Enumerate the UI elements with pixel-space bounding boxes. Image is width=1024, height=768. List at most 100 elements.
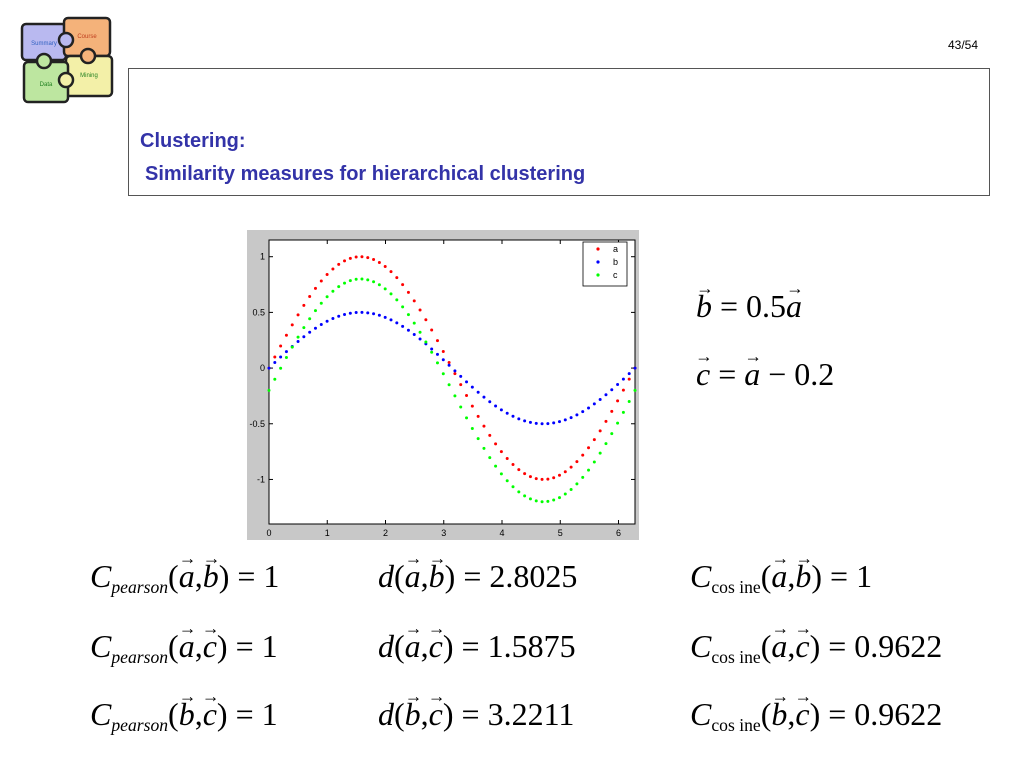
data-point-a xyxy=(395,276,399,280)
vector-symbol: c xyxy=(429,698,443,730)
data-point-a xyxy=(505,457,509,461)
vector-symbol: a xyxy=(179,560,195,592)
legend-marker-b xyxy=(596,260,600,264)
x-tick-label: 6 xyxy=(616,528,621,538)
data-point-c xyxy=(383,287,387,291)
course-logo: Summary Course Mining Data xyxy=(20,16,114,104)
data-point-c xyxy=(459,405,463,409)
vector-symbol: b xyxy=(203,560,219,592)
data-point-b xyxy=(435,352,439,356)
data-point-c xyxy=(598,451,602,455)
data-point-a xyxy=(470,404,474,408)
data-point-c xyxy=(406,313,410,317)
measure-symbol: d xyxy=(378,628,394,664)
data-point-c xyxy=(488,456,492,460)
measure-symbol: C xyxy=(690,558,712,594)
data-point-b xyxy=(383,315,387,319)
data-point-b xyxy=(528,420,532,424)
data-point-c xyxy=(517,490,521,494)
data-point-c xyxy=(470,426,474,430)
legend-label-a: a xyxy=(613,244,618,254)
data-point-b xyxy=(465,380,469,384)
definition-b: b = 0.5a xyxy=(696,290,802,322)
data-point-c xyxy=(563,492,567,496)
data-point-c xyxy=(621,410,625,414)
data-point-a xyxy=(383,265,387,269)
data-point-c xyxy=(616,421,620,425)
data-point-a xyxy=(523,472,527,476)
data-point-a xyxy=(592,438,596,442)
vector-symbol: b xyxy=(429,560,445,592)
measure-symbol: C xyxy=(90,696,112,732)
data-point-b xyxy=(592,402,596,406)
measure-value: 2.8025 xyxy=(489,558,578,594)
data-point-b xyxy=(418,337,422,341)
legend-box xyxy=(582,241,628,287)
data-point-b xyxy=(552,421,556,425)
slide-title: Clustering: xyxy=(140,130,246,152)
data-point-c xyxy=(290,345,294,349)
data-point-a xyxy=(517,468,521,472)
data-point-c xyxy=(412,321,416,325)
data-point-a xyxy=(494,442,498,446)
vector-a-symbol: a xyxy=(744,358,760,390)
data-point-c xyxy=(360,277,364,281)
data-point-b xyxy=(313,326,317,330)
data-point-a xyxy=(337,262,341,266)
slide-subtitle: Similarity measures for hierarchical clu… xyxy=(145,163,586,185)
data-point-a xyxy=(401,283,405,287)
y-tick-label: 0 xyxy=(260,363,265,373)
plot-area xyxy=(268,239,636,525)
data-point-b xyxy=(534,421,538,425)
vector-symbol: b xyxy=(771,698,787,730)
data-point-a xyxy=(296,313,300,317)
data-point-c xyxy=(401,305,405,309)
data-point-a xyxy=(540,477,544,481)
data-point-c xyxy=(435,361,439,365)
data-point-b xyxy=(627,372,631,376)
data-point-c xyxy=(325,295,329,299)
data-point-b xyxy=(633,366,637,370)
measure-subscript: pearson xyxy=(111,715,169,736)
pearson-equation: Cpearson(a,b) = 1 xyxy=(90,560,279,597)
data-point-b xyxy=(511,414,515,418)
data-point-b xyxy=(343,312,347,316)
data-point-a xyxy=(313,286,317,290)
data-point-a xyxy=(528,475,532,479)
data-point-b xyxy=(569,416,573,420)
data-point-c xyxy=(581,475,585,479)
data-point-a xyxy=(552,476,556,480)
data-point-b xyxy=(337,314,341,318)
data-point-c xyxy=(284,356,288,360)
distance-equation: d(a,b) = 2.8025 xyxy=(378,560,577,592)
x-tick-label: 5 xyxy=(558,528,563,538)
measure-value: 0.9622 xyxy=(854,628,943,664)
data-point-a xyxy=(488,433,492,437)
data-point-b xyxy=(575,413,579,417)
definition-b-coef: 0.5 xyxy=(746,288,787,324)
data-point-b xyxy=(284,350,288,354)
data-point-b xyxy=(279,355,283,359)
data-point-b xyxy=(587,406,591,410)
x-tick-label: 1 xyxy=(325,528,330,538)
legend-marker-a xyxy=(596,247,600,251)
x-tick-label: 3 xyxy=(441,528,446,538)
data-point-b xyxy=(604,393,608,397)
measure-symbol: C xyxy=(690,696,712,732)
data-point-b xyxy=(517,417,521,421)
measure-value: 3.2211 xyxy=(487,696,575,732)
data-point-a xyxy=(325,273,329,277)
data-point-c xyxy=(343,281,347,285)
data-point-c xyxy=(273,377,277,381)
cosine-equation: Ccos ine(a,c) = 0.9622 xyxy=(690,630,942,667)
y-tick-label: -0.5 xyxy=(249,419,265,429)
chart-container: 0 1 2 3 4 5 6 1 0.5 0 -0.5 -1 a b c xyxy=(247,230,639,540)
y-tick-label: 1 xyxy=(260,252,265,262)
data-point-c xyxy=(354,277,358,281)
measure-subscript: cos ine xyxy=(711,715,761,736)
vector-symbol: c xyxy=(795,630,809,662)
data-point-a xyxy=(563,470,567,474)
data-point-a xyxy=(610,409,614,413)
data-point-c xyxy=(453,394,457,398)
title-box: Clustering: Similarity measures for hier… xyxy=(128,68,990,196)
